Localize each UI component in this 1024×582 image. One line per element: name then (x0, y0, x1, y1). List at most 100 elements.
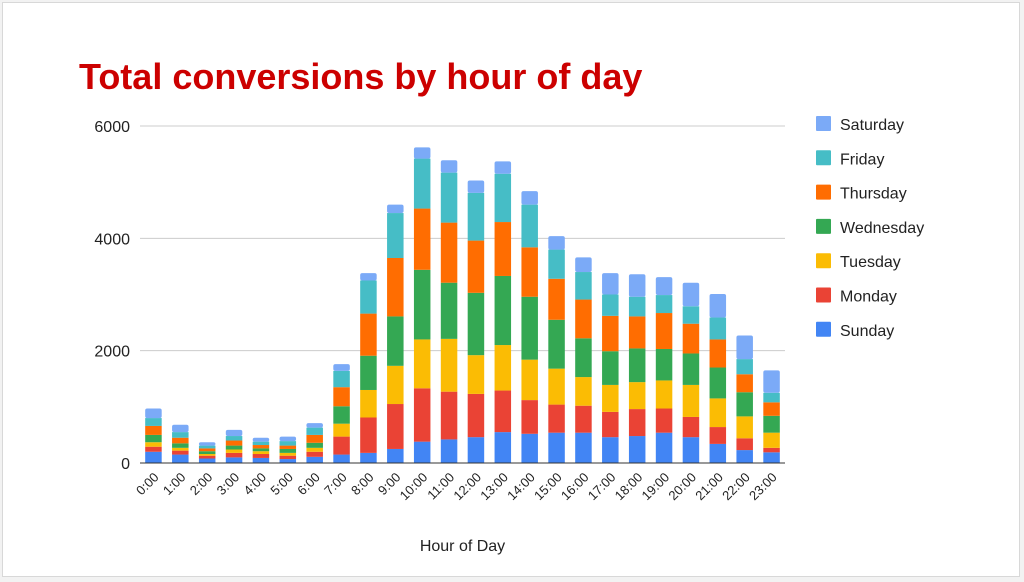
bar-segment (145, 418, 162, 426)
bar-segment (575, 272, 592, 300)
bar-segment (655, 380, 673, 409)
bar-segment (682, 306, 700, 324)
bar-segment (628, 348, 646, 383)
bar-segment (602, 411, 619, 438)
x-tick-label: 7:00 (321, 470, 350, 499)
bar-segment (306, 427, 323, 435)
bar-segment (548, 249, 565, 279)
x-tick-label: 22:00 (719, 470, 753, 504)
bar-segment (198, 451, 216, 455)
bar-segment (413, 388, 431, 442)
bar-segment (548, 236, 565, 250)
bar-segment (387, 257, 404, 317)
bar-segment (252, 451, 270, 455)
bar-segment (467, 292, 485, 356)
bar-segment (655, 295, 673, 314)
bar-segment (440, 172, 458, 223)
legend-swatch (816, 116, 831, 131)
bar-segment (413, 158, 431, 209)
bar-segment (521, 433, 538, 463)
bar-segment (198, 448, 216, 452)
bar-segment (225, 452, 243, 458)
legend-swatch (816, 321, 831, 337)
bar-segment (494, 432, 512, 463)
bar-segment (172, 454, 189, 463)
bar-segment (333, 370, 350, 388)
bar-segment (145, 451, 162, 463)
bar-segment (252, 448, 270, 452)
bar-segment (628, 296, 646, 317)
bar-segment (172, 424, 189, 433)
bar-segment (467, 393, 485, 438)
bar-segment (682, 323, 700, 354)
bar-segment (521, 359, 538, 401)
bar-segment (548, 404, 565, 433)
bar-segment (575, 377, 592, 406)
bar-segment (360, 417, 377, 453)
bar-segment (252, 441, 270, 446)
bar-segment (225, 445, 243, 450)
x-tick-label: 17:00 (585, 470, 619, 504)
legend-label: Thursday (840, 186, 907, 203)
bar-segment (145, 434, 162, 443)
bar-segment (145, 442, 162, 447)
bar-segment (602, 294, 619, 316)
x-tick-label: 16:00 (558, 470, 592, 504)
legend-swatch (816, 184, 831, 200)
x-tick-label: 18:00 (612, 470, 646, 504)
bar-segment (360, 313, 377, 356)
legend-swatch (816, 150, 831, 166)
bar-segment (225, 436, 243, 441)
bar-segment (682, 282, 700, 307)
bar-segment (709, 293, 727, 318)
bar-segment (225, 440, 243, 446)
bar-segment (306, 442, 323, 448)
bar-segment (763, 452, 780, 463)
bar-segment (440, 391, 458, 440)
bar-segment (763, 432, 780, 448)
bar-segment (333, 364, 350, 371)
x-tick-label: 0:00 (133, 470, 162, 499)
bar-segment (360, 280, 377, 314)
bar-segment (279, 436, 297, 442)
bar-segment (575, 405, 592, 433)
bar-segment (494, 275, 512, 346)
legend-swatch (816, 287, 831, 303)
x-tick-label: 20:00 (665, 470, 699, 504)
bar-segment (333, 436, 350, 455)
bar-segment (763, 370, 780, 393)
bar-segment (279, 445, 297, 449)
bar-segment (494, 390, 512, 433)
bar-segment (602, 437, 619, 463)
x-tick-label: 2:00 (187, 470, 216, 499)
bar-segment (682, 437, 700, 463)
bar-segment (467, 355, 485, 394)
bar-segment (763, 392, 780, 403)
bar-segment (736, 416, 753, 439)
bar-segment (628, 382, 646, 410)
bar-segment (521, 296, 538, 360)
y-tick-label: 0 (121, 456, 130, 473)
x-tick-label: 10:00 (397, 470, 431, 504)
x-tick-label: 14:00 (504, 470, 538, 504)
bar-segment (198, 442, 216, 446)
legend-label: Tuesday (840, 254, 901, 271)
x-tick-label: 5:00 (267, 470, 296, 499)
legend-swatch (816, 253, 831, 269)
bar-segment (279, 448, 297, 453)
bar-segment (413, 269, 431, 340)
x-tick-label: 13:00 (477, 470, 511, 504)
bar-segment (494, 222, 512, 276)
bar-segment (575, 338, 592, 378)
bar-segment (333, 387, 350, 407)
bar-segment (145, 446, 162, 452)
x-tick-label: 3:00 (214, 470, 243, 499)
bar-segment (440, 282, 458, 339)
bar-segment (709, 398, 727, 428)
legend-label: Wednesday (840, 220, 924, 237)
bar-segment (602, 384, 619, 412)
bar-segment (709, 443, 727, 463)
bar-segment (467, 240, 485, 293)
bar-segment (198, 445, 216, 449)
